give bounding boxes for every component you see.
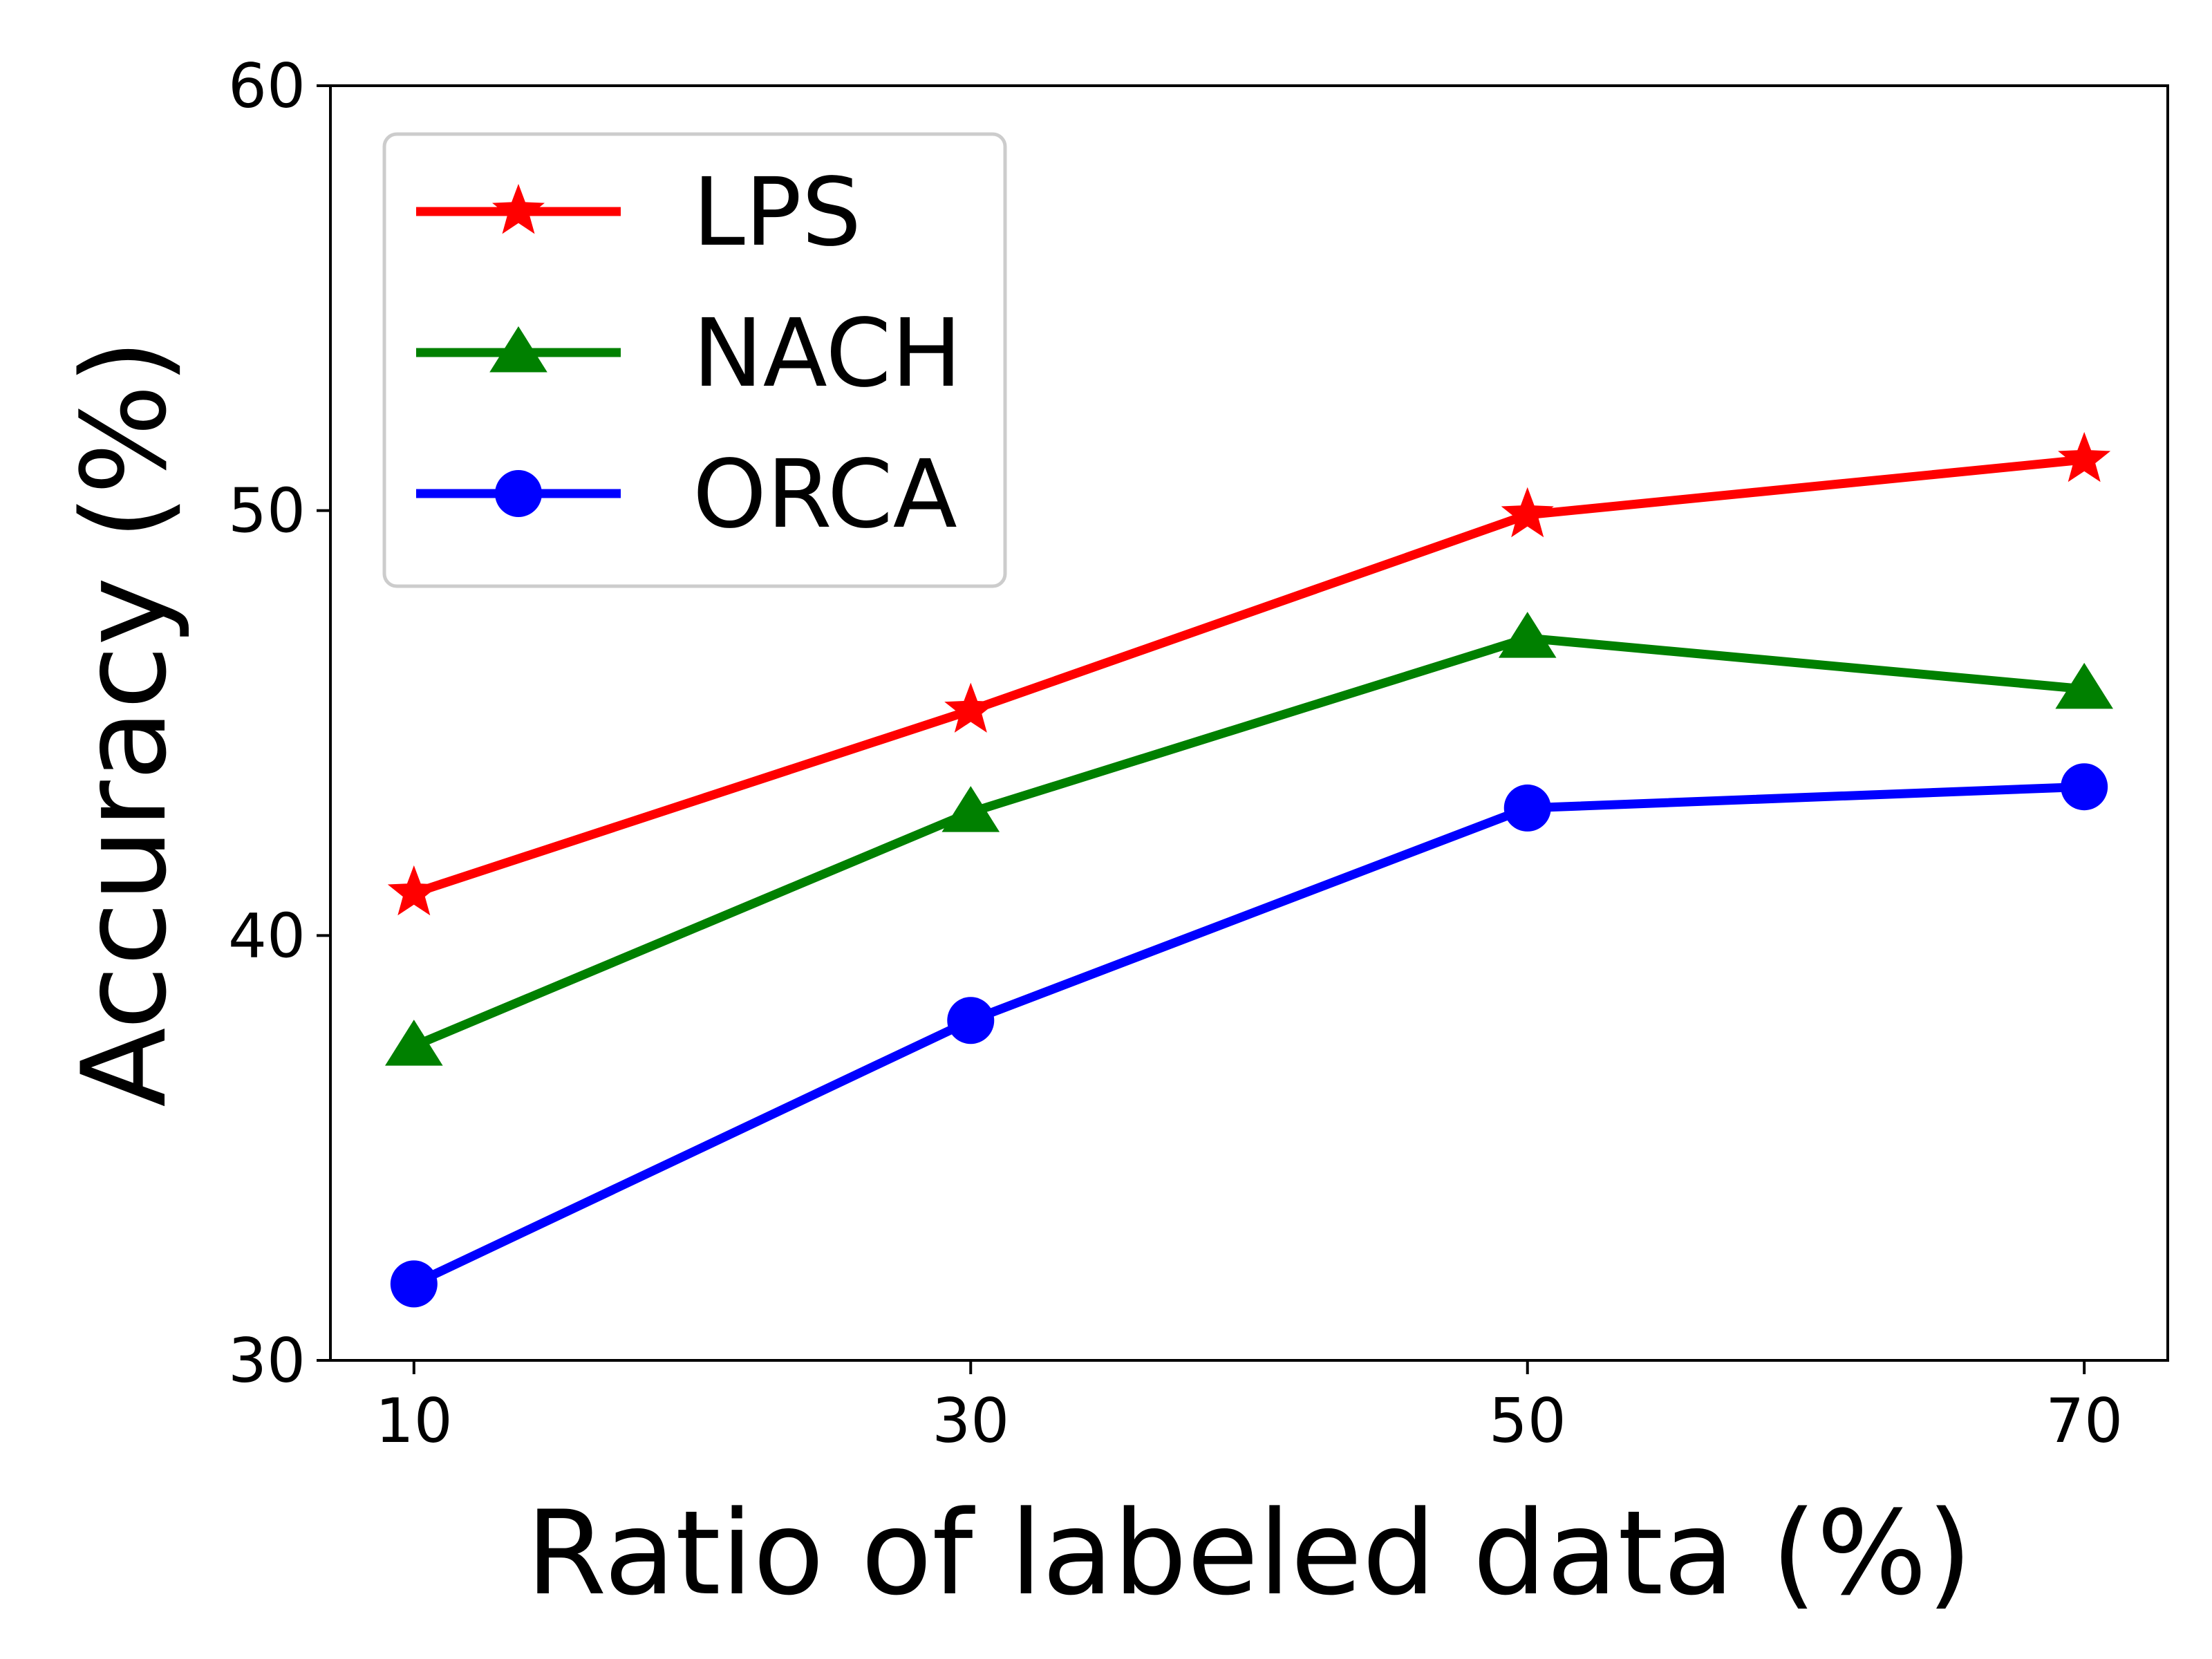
legend-label-lps: LPS	[693, 158, 861, 268]
data-point-lps	[1501, 487, 1554, 538]
series-line-orca	[412, 782, 2085, 1288]
legend-entries: LPS NACH ORCA	[416, 158, 962, 550]
x-tick-label: 30	[932, 1385, 1009, 1456]
legend-box	[382, 132, 1007, 588]
legend-marker-lps	[492, 184, 545, 234]
legend-label-nach: NACH	[693, 299, 962, 409]
plot-area-frame	[329, 84, 2169, 1362]
legend-marker-nach	[489, 326, 547, 373]
data-point-orca	[390, 1260, 438, 1308]
data-point-orca	[2061, 763, 2108, 811]
y-tick-label: 30	[228, 1325, 306, 1396]
y-tick-label: 40	[228, 900, 306, 971]
data-point-nach	[1498, 612, 1557, 658]
axes-layer: 10 30 50 70 30 40 50 60	[228, 50, 2123, 1456]
series-layer	[385, 431, 2113, 1308]
x-axis-title: Ratio of labeled data (%)	[526, 1485, 1972, 1621]
y-tick-label: 50	[228, 476, 306, 547]
series-line-nach	[412, 633, 2085, 1051]
x-tick-label: 70	[2045, 1385, 2123, 1456]
y-tick-label: 60	[228, 50, 306, 122]
data-point-nach	[941, 786, 1000, 832]
legend-label-orca: ORCA	[693, 440, 957, 550]
data-point-lps	[944, 682, 997, 733]
data-point-nach	[385, 1020, 443, 1066]
data-point-orca	[947, 997, 995, 1044]
y-axis-title: Accuracy (%)	[57, 339, 192, 1107]
legend-marker-orca	[495, 470, 542, 517]
data-point-lps	[2058, 431, 2111, 482]
data-point-nach	[2055, 662, 2113, 709]
data-point-orca	[1503, 784, 1551, 832]
x-tick-label: 50	[1489, 1385, 1566, 1456]
data-point-lps	[387, 865, 440, 916]
series-line-lps	[412, 455, 2085, 898]
x-tick-label: 10	[375, 1385, 453, 1456]
legend: LPS NACH ORCA	[382, 132, 1007, 588]
